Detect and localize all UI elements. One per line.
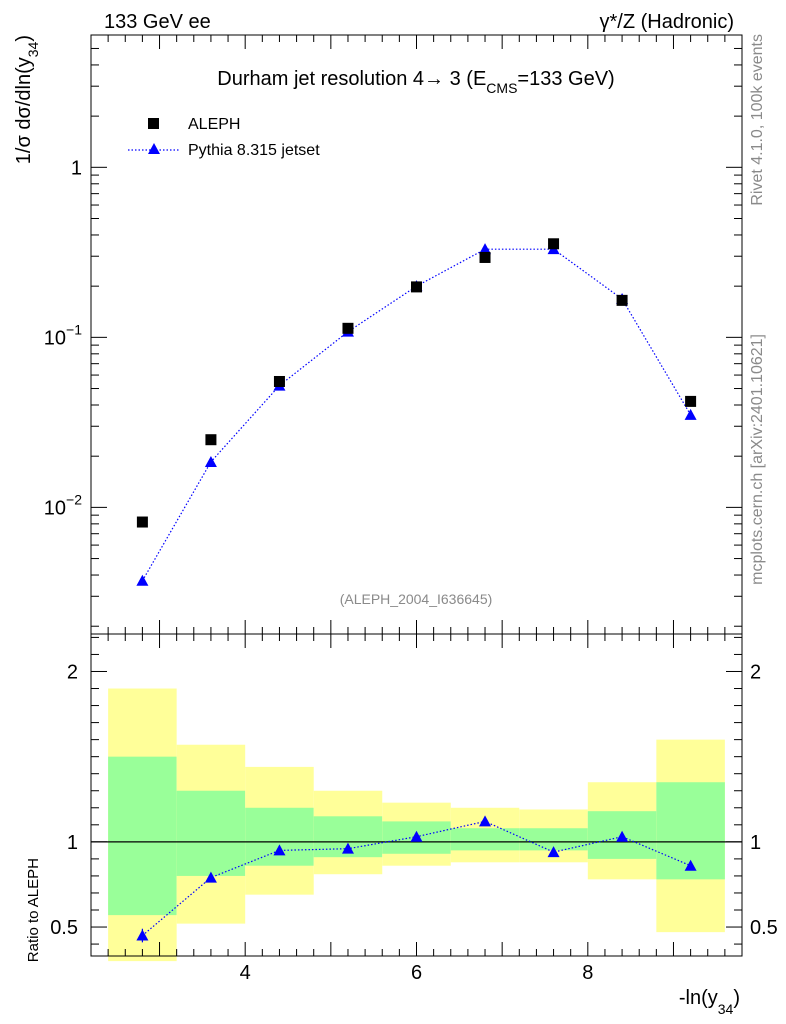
main-ylabel: 1/σ dσ/dln(y34): [13, 35, 41, 164]
legend-mc-marker: [148, 143, 160, 154]
data-point: [136, 516, 148, 528]
mc-point: [136, 574, 149, 586]
ratio-point: [136, 929, 149, 941]
data-point: [548, 238, 560, 250]
ratio-point: [204, 871, 217, 883]
y-tick-label-left: 2: [67, 661, 78, 683]
y-tick-label: 1: [71, 157, 82, 179]
band-inner: [450, 828, 520, 851]
ratio-point: [479, 815, 492, 827]
mcplots-label: mcplots.cern.ch [arXiv:2401.10621]: [749, 334, 766, 585]
y-tick-label: 10−2: [44, 491, 82, 519]
mc-point: [479, 243, 492, 255]
legend-data-marker: [148, 118, 159, 129]
data-point: [479, 251, 491, 263]
x-tick-label: 6: [411, 962, 422, 984]
y-tick-label-right: 0.5: [750, 917, 778, 939]
data-point: [616, 294, 628, 306]
band-inner: [176, 790, 246, 876]
ratio-point: [684, 859, 697, 871]
ratio-point: [616, 830, 629, 842]
rivet-label: Rivet 4.1.0, 100k events: [749, 34, 766, 206]
band-inner: [245, 807, 314, 866]
main-plot: 10−2 10−1 1 Durham jet resolution 4→ 3 (EC…: [13, 34, 743, 635]
x-tick-label: 8: [582, 962, 593, 984]
main-title: Durham jet resolution 4→ 3 (ECMS=133 GeV…: [217, 68, 614, 96]
main-marks: [136, 238, 697, 586]
analysis-id: (ALEPH_2004_I636645): [340, 591, 493, 607]
y-tick-label-left: 0.5: [50, 917, 78, 939]
y-tick-label: 10−1: [44, 321, 82, 349]
legend-mc-label: Pythia 8.315 jetset: [188, 142, 320, 159]
ratio-point: [273, 844, 286, 856]
main-ticks: 10−2 10−1 1: [44, 34, 743, 634]
data-point: [411, 281, 422, 293]
data-point: [685, 395, 697, 407]
data-point: [342, 322, 354, 334]
header-left: 133 GeV ee: [104, 11, 211, 33]
legend-data-label: ALEPH: [188, 116, 240, 133]
band-inner: [108, 756, 177, 916]
mc-point: [684, 408, 697, 420]
ratio-ticks: 4 6 8 0.5 0.5 1 1 2 2: [50, 634, 778, 984]
mc-line: [141, 248, 692, 582]
ratio-point: [547, 846, 560, 858]
legend: ALEPH Pythia 8.315 jetset: [128, 116, 320, 159]
ratio-bands: [108, 688, 725, 962]
mc-point: [204, 455, 217, 467]
header-right: γ*/Z (Hadronic): [600, 11, 734, 33]
ratio-point: [410, 830, 423, 842]
y-tick-label-right: 2: [750, 661, 761, 683]
ratio-ylabel: Ratio to ALEPH: [25, 858, 42, 962]
data-point: [205, 434, 217, 446]
data-point: [273, 375, 285, 387]
x-tick-label: 4: [240, 962, 251, 984]
ratio-marks: [91, 815, 742, 943]
ratio-point: [341, 842, 354, 854]
y-tick-label-right: 1: [750, 832, 761, 854]
y-tick-label-left: 1: [67, 832, 78, 854]
ratio-plot: 4 6 8 0.5 0.5 1 1 2 2 Ratio to ALEPH: [25, 633, 778, 984]
x-axis-label: -ln(y34): [679, 987, 740, 1017]
